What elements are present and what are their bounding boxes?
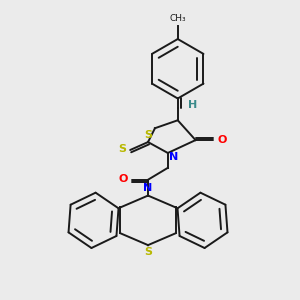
Text: S: S (144, 130, 152, 140)
Text: N: N (143, 183, 153, 193)
Text: S: S (144, 247, 152, 257)
Text: H: H (188, 100, 197, 110)
Text: O: O (218, 135, 227, 145)
Text: S: S (118, 144, 126, 154)
Text: CH₃: CH₃ (169, 14, 186, 23)
Text: N: N (169, 152, 178, 162)
Text: O: O (119, 174, 128, 184)
